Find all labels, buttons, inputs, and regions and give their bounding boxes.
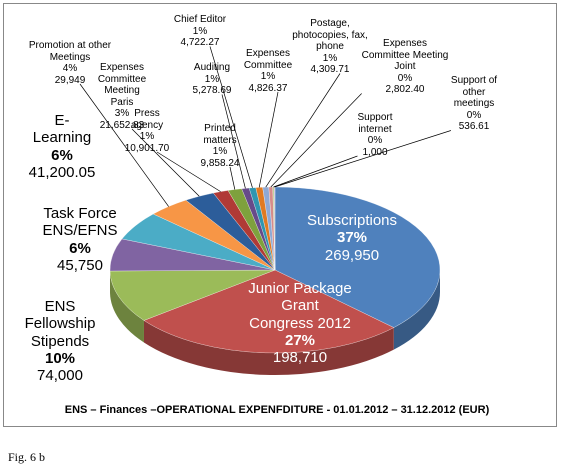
- value-label: 198,710: [272, 349, 328, 366]
- leader-line: [209, 46, 253, 188]
- value-label: 74,000: [37, 367, 83, 384]
- percent-label: 1%: [322, 52, 338, 64]
- value-label: 29,949: [54, 74, 86, 86]
- category-label: Subscriptions: [306, 212, 398, 229]
- slice-side: [393, 270, 440, 350]
- leader-line: [156, 151, 221, 192]
- slice-label: Support of other meetings 0% 536.61: [451, 75, 497, 133]
- category-label: Printed matters: [203, 123, 237, 146]
- category-label: Expenses Committee: [243, 48, 293, 71]
- leader-line: [79, 83, 169, 207]
- category-label: Support internet: [357, 112, 393, 135]
- leader-line: [274, 130, 452, 188]
- category-label: Expenses Committee Meeting Joint: [361, 38, 449, 72]
- value-label: 4,826.37: [248, 82, 288, 94]
- percent-label: 0%: [466, 109, 482, 121]
- slice-label: Expenses Committee 1% 4,826.37: [244, 48, 292, 94]
- category-label: Promotion at other Meetings: [28, 40, 112, 63]
- slice-side: [143, 320, 394, 375]
- value-label: 21,652.83: [99, 119, 145, 131]
- leader-line: [273, 155, 358, 188]
- percent-label: 1%: [139, 131, 155, 142]
- value-label: 41,200.05: [28, 163, 96, 181]
- leader-line: [229, 166, 236, 190]
- percent-label: 1%: [260, 71, 276, 82]
- value-label: 4,722.27: [180, 37, 220, 48]
- leader-line: [131, 128, 200, 197]
- slice-label: Press agency 1% 10,901.70: [125, 108, 170, 154]
- percent-label: 0%: [397, 72, 413, 84]
- category-label: E- Learning: [32, 112, 92, 147]
- slice-label: Auditing 1% 5,278.69: [193, 62, 232, 97]
- category-label: Support of other meetings: [450, 75, 498, 109]
- slice-label: ENS Fellowship Stipends 10% 74,000: [25, 298, 96, 384]
- value-label: 536.61: [458, 121, 490, 132]
- percent-label: 6%: [51, 146, 73, 164]
- slice-label: Printed matters 1% 9,858.24: [201, 123, 240, 169]
- slice-label: Task Force ENS/EFNS 6% 45,750: [42, 205, 117, 274]
- slice: [143, 269, 395, 354]
- slice-label: Junior Package Grant Congress 2012 27% 198…: [248, 280, 351, 366]
- category-label: Expenses Committee Meeting Paris: [97, 62, 147, 108]
- slice-label: Postage, photocopies, fax, phone 1% 4,309.…: [292, 18, 368, 76]
- percent-label: 1%: [192, 25, 208, 37]
- percent-label: 1%: [204, 73, 220, 85]
- category-label: Junior Package Grant Congress 2012: [248, 280, 352, 332]
- value-label: 4,309.71: [310, 64, 350, 75]
- leader-line: [258, 91, 279, 188]
- slice-label: Support internet 0% 1,000: [357, 112, 392, 158]
- slice-label: Expenses Committee Meeting Joint 0% 2,802.…: [362, 38, 449, 96]
- category-label: Auditing: [193, 62, 231, 73]
- value-label: 10,901.70: [124, 142, 170, 154]
- percent-label: 10%: [44, 349, 76, 367]
- category-label: Chief Editor: [173, 14, 227, 25]
- percent-label: 27%: [284, 331, 316, 349]
- leader-line: [270, 93, 362, 188]
- value-label: 45,750: [57, 256, 103, 274]
- slice-label: Chief Editor 1% 4,722.27: [174, 14, 226, 49]
- percent-label: 0%: [367, 135, 383, 146]
- category-label: ENS Fellowship Stipends: [24, 298, 96, 350]
- category-label: Task Force ENS/EFNS: [42, 205, 118, 240]
- category-label: Postage, photocopies, fax, phone: [292, 18, 368, 52]
- value-label: 2,802.40: [385, 84, 425, 95]
- caption: Fig. 6 b: [8, 450, 46, 464]
- category-label: Press agency: [130, 108, 164, 131]
- slice-label: Subscriptions 37% 269,950: [307, 212, 397, 264]
- value-label: 269,950: [324, 246, 380, 264]
- slice-label: Expenses Committee Meeting Paris 3% 21,652…: [98, 62, 146, 131]
- chart-title: ENS – Finances –OPERATIONAL EXPENFDITURE…: [64, 404, 490, 416]
- value-label: 5,278.69: [192, 85, 232, 96]
- leader-line: [265, 73, 341, 188]
- percent-label: 4%: [62, 63, 78, 74]
- slice-label: E- Learning 6% 41,200.05: [29, 112, 96, 181]
- percent-label: 6%: [69, 239, 91, 257]
- chart-frame: [3, 3, 557, 427]
- percent-label: 37%: [336, 229, 368, 247]
- leader-line: [221, 94, 246, 189]
- slice: [274, 186, 441, 328]
- slice: [109, 269, 276, 321]
- percent-label: 3%: [114, 108, 130, 119]
- value-label: 1,000: [362, 146, 388, 158]
- percent-label: 1%: [212, 146, 228, 157]
- slice-label: Promotion at other Meetings 4% 29,949: [29, 40, 111, 86]
- value-label: 9,858.24: [200, 157, 240, 169]
